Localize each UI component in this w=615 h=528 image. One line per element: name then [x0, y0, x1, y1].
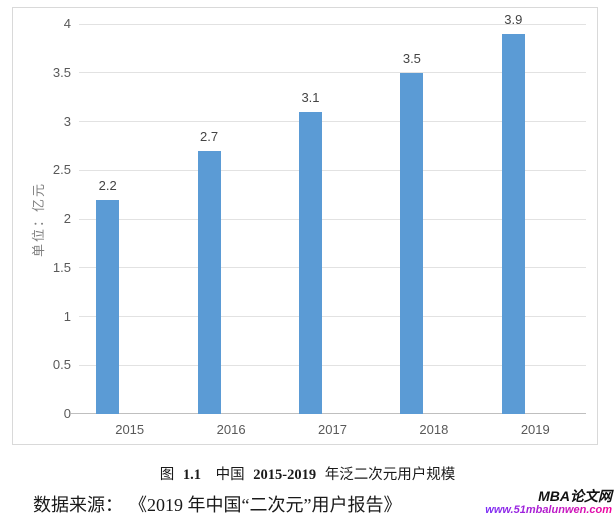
y-tick-label: 0 [63, 406, 71, 421]
gridline [79, 72, 586, 74]
data-source-text: 《2019 年中国“二次元”用户报告》 [138, 495, 402, 515]
caption-suffix: 年泛二次元用户规模 [324, 467, 456, 483]
bar [96, 199, 120, 414]
bar-value-label: 3.9 [504, 11, 523, 27]
bar [299, 111, 322, 414]
x-tick-label: 2019 [520, 422, 550, 437]
y-tick-label: 2.5 [52, 162, 71, 178]
y-tick-label: 3 [63, 113, 71, 129]
y-tick-label: 3.5 [52, 64, 71, 80]
bar [400, 72, 424, 414]
x-tick-label: 2015 [115, 422, 145, 437]
watermark-site-name: MBA论文网 [538, 488, 612, 504]
x-tick-label: 2018 [419, 422, 449, 437]
gridline [79, 23, 586, 25]
bar-value-label: 2.7 [200, 128, 219, 144]
data-source-line: 数据来源： 《2019 年中国“二次元”用户报告》 [33, 491, 401, 517]
x-axis-line [71, 413, 586, 414]
x-tick-label: 2016 [216, 422, 246, 437]
caption-year-range: 2015-2019 [253, 467, 317, 483]
gridline [79, 316, 586, 317]
y-tick-label: 1.5 [52, 259, 71, 275]
caption-fig-word: 图 [159, 467, 175, 483]
watermark: MBA论文网 www.51mbalunwen.com [485, 488, 612, 517]
gridline [79, 121, 586, 122]
bar [501, 33, 525, 414]
x-tick-label: 2017 [318, 422, 347, 437]
plot-area: 2.2 2015 2.7 2016 3.1 2017 3.5 2018 3.9 2019 [71, 12, 586, 437]
y-tick-label: 1 [63, 308, 71, 324]
gridline [79, 169, 586, 171]
figure-caption: 图 1.1 中国 2015-2019 年泛二次元用户规模 [0, 463, 615, 484]
y-tick-label: 2 [63, 211, 71, 226]
caption-region: 中国 [215, 467, 245, 483]
bar-value-label: 2.2 [98, 177, 117, 193]
gridline [79, 218, 586, 220]
gridline [79, 364, 586, 366]
gridline [79, 267, 586, 269]
bar-chart: 单位：亿元 2.2 2015 2.7 2016 3.1 2017 3.5 2018 3.9 201… [12, 7, 598, 445]
y-tick-label: 0.5 [52, 357, 71, 373]
watermark-site-url: www.51mbalunwen.com [485, 504, 612, 516]
bar-value-label: 3.1 [301, 89, 320, 105]
bar-value-label: 3.5 [402, 50, 421, 66]
y-tick-label: 4 [63, 16, 71, 31]
data-source-label: 数据来源： [33, 495, 123, 515]
bar [197, 150, 221, 414]
caption-fig-number: 1.1 [182, 467, 202, 483]
